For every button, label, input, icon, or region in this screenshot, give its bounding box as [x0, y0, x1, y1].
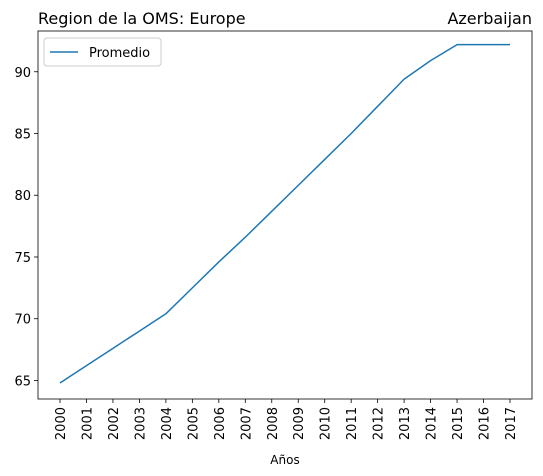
- y-tick-label: 70: [14, 313, 31, 328]
- plot-area: 65 70 75 80 85 90 2000 2001 2002 2003 2004 2005 2006…: [14, 43, 519, 440]
- x-tick-label: 2007: [239, 407, 254, 440]
- y-tick-label: 65: [14, 374, 31, 389]
- x-tick-label: 2016: [478, 407, 493, 440]
- x-tick-label: 2012: [372, 407, 387, 440]
- x-tick-label: 2000: [54, 407, 69, 440]
- x-tick-label: 2004: [160, 407, 175, 440]
- x-axis-label: Años: [270, 453, 299, 467]
- chart-title-left: Region de la OMS: Europe: [38, 9, 246, 28]
- y-tick-label: 75: [14, 251, 31, 266]
- x-tick-label: 2009: [292, 407, 307, 440]
- x-tick-label: 2008: [266, 407, 281, 440]
- series-line-promedio: [59, 43, 510, 384]
- x-tick-label: 2011: [345, 407, 360, 440]
- x-tick-label: 2010: [319, 407, 334, 440]
- y-tick-label: 80: [14, 189, 31, 204]
- x-tick-label: 2013: [398, 407, 413, 440]
- x-tick-label: 2002: [107, 407, 122, 440]
- legend-box: [43, 37, 162, 67]
- x-tick-label: 2006: [213, 407, 228, 440]
- x-tick-label: 2014: [425, 407, 440, 440]
- y-tick-label: 85: [14, 127, 31, 142]
- plot-frame: [37, 30, 533, 400]
- x-tick-label: 2015: [451, 407, 466, 440]
- x-tick-label: 2001: [80, 407, 95, 440]
- y-tick-label: 90: [14, 66, 31, 81]
- chart-title-right: Azerbaijan: [447, 9, 532, 28]
- x-tick-label: 2005: [186, 407, 201, 440]
- x-tick-label: 2017: [504, 407, 519, 440]
- legend-label-promedio: Promedio: [89, 46, 150, 61]
- x-tick-label: 2003: [133, 407, 148, 440]
- legend: Promedio: [43, 37, 162, 67]
